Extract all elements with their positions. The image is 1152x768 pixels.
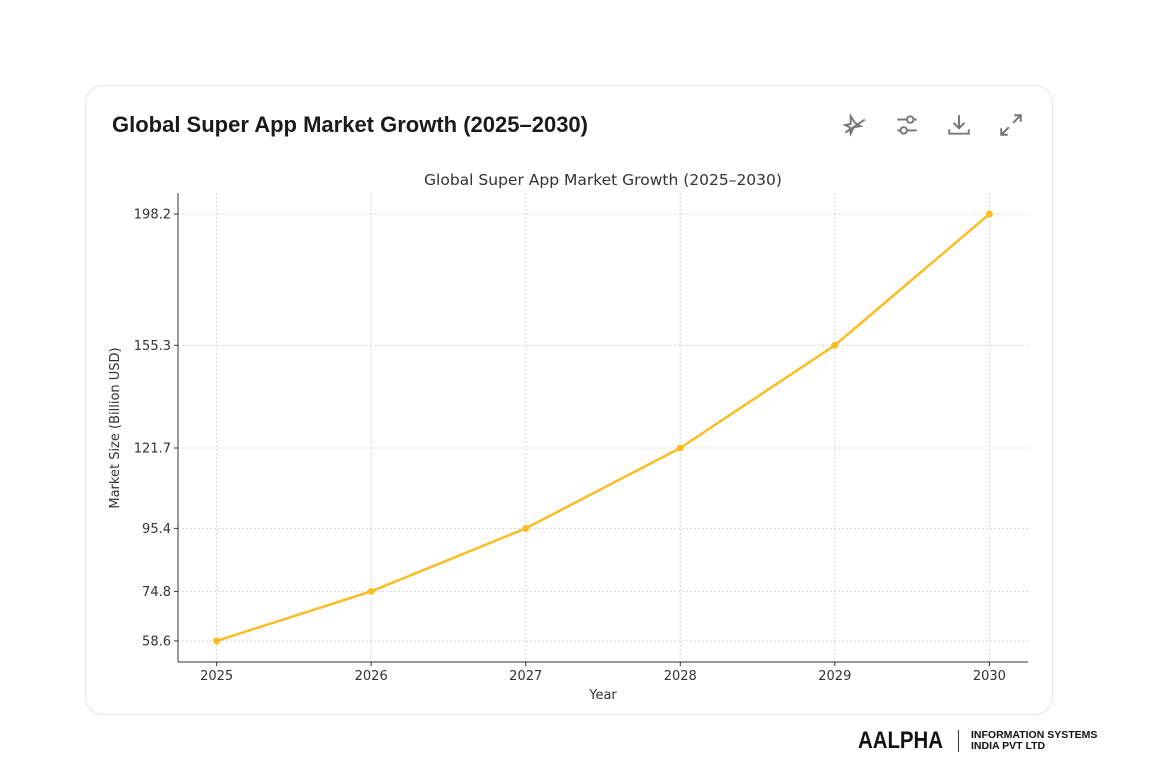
- y-axis-label: Market Size (Billion USD): [108, 347, 123, 508]
- expand-icon[interactable]: [998, 112, 1024, 138]
- x-tick-label: 2026: [355, 669, 388, 684]
- series-line: [216, 213, 991, 643]
- brand-logo: AALPHA INFORMATION SYSTEMS INDIA PVT LTD: [858, 727, 1097, 755]
- y-tick-label: 121.7: [134, 441, 171, 456]
- x-tick-label: 2027: [509, 669, 542, 684]
- y-tick-label: 198.2: [134, 208, 171, 223]
- data-point: [831, 341, 839, 349]
- x-tick-label: 2028: [664, 669, 697, 684]
- y-tick-label: 95.4: [142, 522, 171, 537]
- brand-line2: INDIA PVT LTD: [971, 740, 1046, 752]
- brand-divider: [958, 730, 959, 752]
- sliders-icon[interactable]: [894, 112, 920, 138]
- data-point: [367, 587, 375, 595]
- data-point: [676, 444, 684, 452]
- pin-off-icon[interactable]: [842, 112, 868, 138]
- data-point: [522, 524, 530, 532]
- chart-toolbar: [842, 112, 1024, 138]
- chart-title: Global Super App Market Growth (2025–203…: [424, 171, 782, 189]
- brand-name: AALPHA: [858, 727, 943, 754]
- y-tick-label: 155.3: [134, 339, 171, 354]
- x-tick-label: 2025: [200, 669, 233, 684]
- card-title: Global Super App Market Growth (2025–203…: [112, 112, 588, 137]
- brand-line1: INFORMATION SYSTEMS: [971, 729, 1098, 741]
- y-tick-label: 58.6: [142, 634, 171, 649]
- data-point: [985, 210, 993, 218]
- x-axis-label: Year: [588, 688, 617, 703]
- chart-card: Global Super App Market Growth (2025–203…: [85, 85, 1053, 715]
- data-point: [213, 637, 221, 645]
- download-icon[interactable]: [946, 112, 972, 138]
- x-tick-label: 2029: [818, 669, 851, 684]
- brand-subtitle: INFORMATION SYSTEMS INDIA PVT LTD: [971, 730, 1097, 752]
- y-tick-label: 74.8: [142, 585, 171, 600]
- x-tick-label: 2030: [973, 669, 1006, 684]
